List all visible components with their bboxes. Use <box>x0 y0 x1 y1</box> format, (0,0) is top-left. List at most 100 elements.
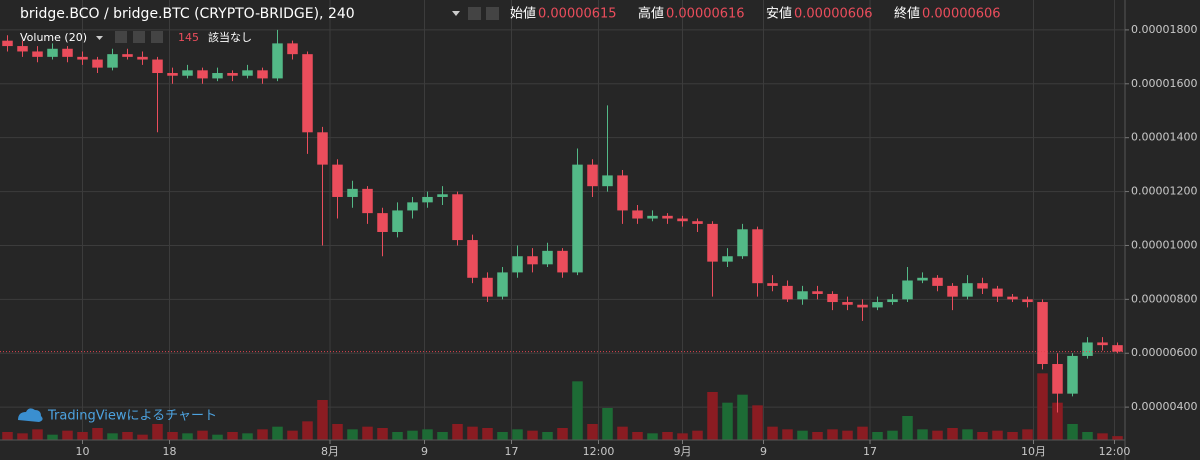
volume-bar <box>77 432 88 440</box>
candle-body <box>452 194 463 241</box>
candle-body <box>332 164 343 197</box>
candle-body <box>182 70 193 76</box>
candle-body <box>362 188 373 214</box>
volume-bar <box>107 433 118 440</box>
volume-bar <box>842 430 853 440</box>
axes: 0.00000400 0.00000600 0.00000800 0.00001000… <box>76 23 1198 458</box>
volume-bar <box>257 429 268 440</box>
volume-bar <box>992 430 1003 440</box>
volume-bar <box>527 430 538 440</box>
volume-bar <box>392 432 403 440</box>
volume-bar <box>1112 436 1123 440</box>
volume-bar <box>902 416 913 440</box>
candle-body <box>857 304 868 308</box>
volume-bar <box>1052 402 1063 440</box>
volume-bar <box>137 434 148 440</box>
volume-bar <box>557 428 568 440</box>
volume-bar <box>1007 432 1018 440</box>
volume-bar <box>467 426 478 440</box>
candle-body <box>2 40 13 47</box>
ohlc-label: 高値 <box>638 6 664 22</box>
volume-bar <box>947 428 958 440</box>
volume-bar <box>752 405 763 440</box>
candle-body <box>62 48 73 57</box>
candle-body <box>587 164 598 187</box>
volume-bar <box>872 432 883 440</box>
volume-bar <box>812 432 823 440</box>
candle-body <box>677 218 688 222</box>
ohlc-value: 0.00000615 <box>538 7 617 22</box>
volume-bar <box>317 400 328 440</box>
candle-body <box>572 164 583 273</box>
candle-body <box>527 256 538 265</box>
x-tick-label: 9 <box>760 445 767 458</box>
volume-bar <box>377 428 388 440</box>
candle-body <box>932 277 943 286</box>
volume-bar <box>1067 424 1078 440</box>
y-tick-label: 0.00000800 <box>1131 292 1197 305</box>
close-icon[interactable] <box>151 31 163 43</box>
candle-body <box>302 54 313 133</box>
volume-bar <box>347 429 358 440</box>
x-tick-label: 17 <box>505 445 519 458</box>
candle-body <box>1052 364 1063 394</box>
candle-body <box>122 54 133 57</box>
candle-body <box>437 194 448 197</box>
candle-body <box>692 221 703 224</box>
volume-bar <box>662 432 673 440</box>
y-tick-label: 0.00001800 <box>1131 23 1197 36</box>
volume-bar <box>1037 373 1048 440</box>
close-icon[interactable] <box>486 7 499 20</box>
candle-body <box>482 277 493 297</box>
volume-bar <box>677 433 688 440</box>
dropdown-icon <box>452 11 460 16</box>
volume-bar <box>512 429 523 440</box>
candle-body <box>1097 342 1108 346</box>
candle-body <box>422 196 433 203</box>
candle-body <box>977 283 988 289</box>
volume-status: 該当なし <box>208 30 252 44</box>
candle-body <box>272 43 283 79</box>
y-tick-label: 0.00001400 <box>1131 131 1197 144</box>
ohlc-value: 0.00000616 <box>666 7 745 22</box>
candle-body <box>287 43 298 55</box>
y-tick-label: 0.00000600 <box>1131 346 1197 359</box>
candle-body <box>17 46 28 52</box>
settings-icon[interactable] <box>115 31 127 43</box>
volume-bar <box>632 432 643 440</box>
candle-body <box>812 291 823 294</box>
settings-icon[interactable] <box>468 7 481 20</box>
ohlc-label: 終値 <box>894 6 920 22</box>
volume-bar <box>482 428 493 440</box>
volume-bar <box>332 424 343 440</box>
x-tick-label: 12:00 <box>583 445 615 458</box>
volume-bar <box>167 432 178 440</box>
candle-body <box>917 277 928 281</box>
candle-body <box>107 54 118 68</box>
volume-bar <box>722 402 733 440</box>
volume-bar <box>2 432 13 440</box>
volume-bar <box>977 432 988 440</box>
x-tick-label: 12:00 <box>1099 445 1131 458</box>
volume-bar <box>1022 429 1033 440</box>
volume-bar <box>917 429 928 440</box>
candle-body <box>137 56 148 60</box>
hide-icon[interactable] <box>133 31 145 43</box>
volume-bar <box>452 424 463 440</box>
y-tick-label: 0.00000400 <box>1131 400 1197 413</box>
candle-body <box>227 73 238 76</box>
candle-body <box>842 302 853 305</box>
candle-body <box>827 293 838 303</box>
candle-body <box>242 70 253 76</box>
candle-body <box>887 299 898 303</box>
candle-body <box>257 70 268 79</box>
volume-bar <box>122 432 133 440</box>
x-tick-label: 10 <box>76 445 90 458</box>
volume-bar <box>617 426 628 440</box>
y-tick-label: 0.00001600 <box>1131 77 1197 90</box>
candle-body <box>707 223 718 262</box>
volume-bar <box>857 426 868 440</box>
watermark[interactable]: TradingViewによるチャート <box>47 409 217 424</box>
candle-body <box>557 250 568 273</box>
